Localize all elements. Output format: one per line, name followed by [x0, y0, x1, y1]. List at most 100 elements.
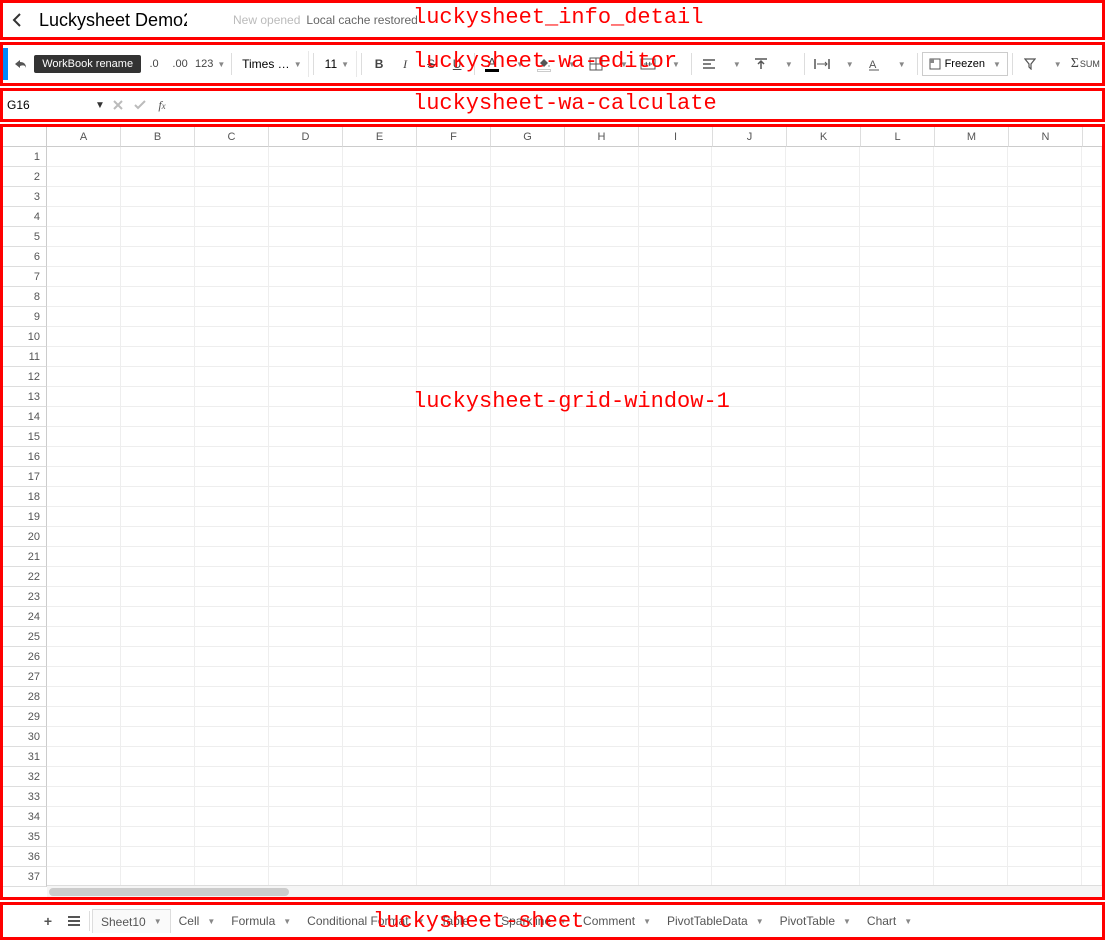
cell[interactable]	[121, 787, 195, 807]
cell[interactable]	[195, 227, 269, 247]
cell[interactable]	[269, 267, 343, 287]
cell[interactable]	[1008, 267, 1082, 287]
cell[interactable]	[195, 167, 269, 187]
cell[interactable]	[121, 327, 195, 347]
cell[interactable]	[712, 387, 786, 407]
cell[interactable]	[417, 347, 491, 367]
cell[interactable]	[269, 187, 343, 207]
cell[interactable]	[343, 707, 417, 727]
cell[interactable]	[343, 827, 417, 847]
cell[interactable]	[1082, 747, 1102, 767]
cell[interactable]	[1082, 207, 1102, 227]
cell[interactable]	[1008, 607, 1082, 627]
cell[interactable]	[712, 787, 786, 807]
cell[interactable]	[491, 747, 565, 767]
cell[interactable]	[195, 727, 269, 747]
cell[interactable]	[195, 207, 269, 227]
cell[interactable]	[491, 627, 565, 647]
cell[interactable]	[269, 147, 343, 167]
cell[interactable]	[269, 627, 343, 647]
cell[interactable]	[639, 307, 713, 327]
cell[interactable]	[934, 527, 1008, 547]
cell[interactable]	[417, 427, 491, 447]
cell[interactable]	[1082, 447, 1102, 467]
cell[interactable]	[343, 787, 417, 807]
cell[interactable]	[639, 707, 713, 727]
cell[interactable]	[1008, 287, 1082, 307]
cell[interactable]	[934, 567, 1008, 587]
cell[interactable]	[565, 867, 639, 887]
cell[interactable]	[860, 187, 934, 207]
cell[interactable]	[343, 207, 417, 227]
row-header[interactable]: 9	[3, 307, 47, 327]
cell[interactable]	[47, 487, 121, 507]
row-header[interactable]: 29	[3, 707, 47, 727]
cell[interactable]	[47, 207, 121, 227]
cell[interactable]	[417, 727, 491, 747]
cell[interactable]	[195, 667, 269, 687]
row-header[interactable]: 17	[3, 467, 47, 487]
cell[interactable]	[934, 407, 1008, 427]
cell[interactable]	[417, 487, 491, 507]
text-wrap-button[interactable]	[809, 50, 835, 78]
cancel-edit-button[interactable]	[107, 94, 129, 116]
cell[interactable]	[47, 687, 121, 707]
cell[interactable]	[417, 527, 491, 547]
cell[interactable]	[639, 747, 713, 767]
sheet-tab[interactable]: Comment▼	[575, 909, 659, 933]
row-header[interactable]: 16	[3, 447, 47, 467]
cell[interactable]	[491, 847, 565, 867]
cell[interactable]	[934, 647, 1008, 667]
cell[interactable]	[565, 167, 639, 187]
cell[interactable]	[639, 507, 713, 527]
cell[interactable]	[195, 187, 269, 207]
cell[interactable]	[712, 427, 786, 447]
cell[interactable]	[934, 247, 1008, 267]
cell[interactable]	[491, 827, 565, 847]
cell[interactable]	[565, 487, 639, 507]
cell[interactable]	[47, 187, 121, 207]
cell[interactable]	[121, 447, 195, 467]
cell[interactable]	[934, 387, 1008, 407]
cell[interactable]	[860, 827, 934, 847]
cell[interactable]	[47, 287, 121, 307]
cell[interactable]	[639, 267, 713, 287]
cell[interactable]	[1008, 147, 1082, 167]
cell[interactable]	[639, 487, 713, 507]
cell[interactable]	[565, 607, 639, 627]
cell[interactable]	[47, 247, 121, 267]
cell[interactable]	[491, 767, 565, 787]
cell[interactable]	[269, 327, 343, 347]
cell[interactable]	[343, 187, 417, 207]
cell[interactable]	[47, 647, 121, 667]
cell[interactable]	[934, 587, 1008, 607]
cell[interactable]	[195, 527, 269, 547]
cell[interactable]	[860, 507, 934, 527]
cell[interactable]	[934, 227, 1008, 247]
cell[interactable]	[1082, 667, 1102, 687]
cell[interactable]	[491, 307, 565, 327]
cell[interactable]	[491, 567, 565, 587]
cell[interactable]	[860, 407, 934, 427]
cell[interactable]	[565, 427, 639, 447]
cell[interactable]	[639, 367, 713, 387]
column-header[interactable]: J	[713, 127, 787, 147]
cell[interactable]	[195, 247, 269, 267]
cell[interactable]	[1008, 567, 1082, 587]
cell[interactable]	[786, 147, 860, 167]
cell[interactable]	[417, 827, 491, 847]
cell[interactable]	[860, 227, 934, 247]
row-header[interactable]: 34	[3, 807, 47, 827]
column-header[interactable]	[1083, 127, 1102, 147]
cell[interactable]	[712, 727, 786, 747]
cell[interactable]	[786, 687, 860, 707]
cell[interactable]	[195, 447, 269, 467]
cell[interactable]	[786, 627, 860, 647]
increase-decimal-button[interactable]: .00	[167, 50, 193, 78]
cell[interactable]	[195, 867, 269, 887]
cell[interactable]	[786, 187, 860, 207]
cell[interactable]	[860, 527, 934, 547]
cell[interactable]	[417, 767, 491, 787]
cell[interactable]	[47, 447, 121, 467]
cell[interactable]	[639, 207, 713, 227]
